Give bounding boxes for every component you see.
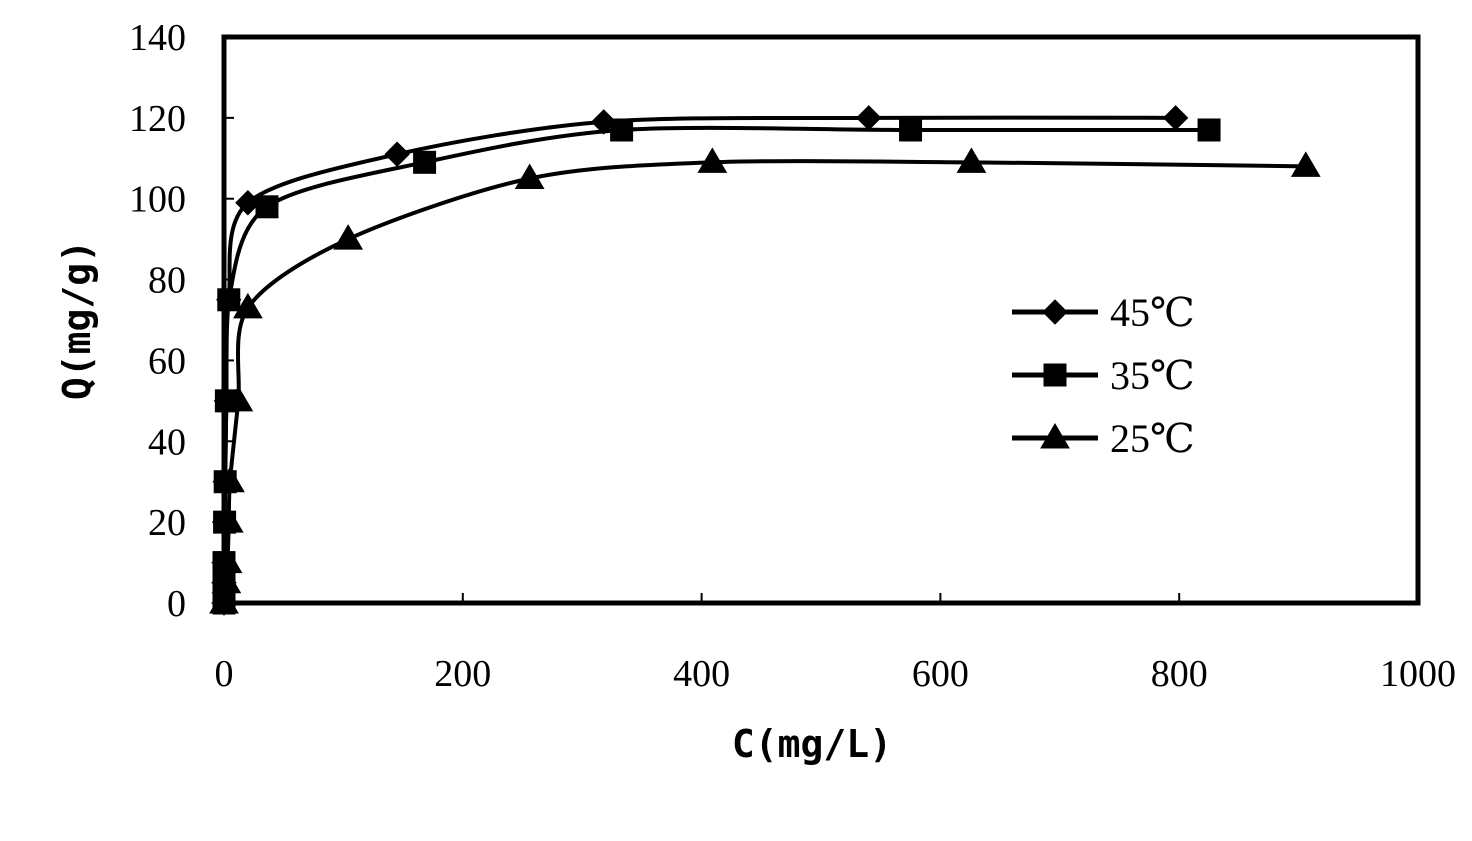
legend-marker <box>1040 423 1070 449</box>
legend-label: 25℃ <box>1110 416 1195 461</box>
plot-area-border <box>221 34 1421 606</box>
data-point <box>212 547 243 574</box>
legend-item: 45℃ <box>1012 290 1195 335</box>
data-point <box>384 141 410 167</box>
data-point <box>209 588 239 614</box>
legend-label: 35℃ <box>1110 353 1195 398</box>
legend-item: 35℃ <box>1012 353 1195 398</box>
series-line <box>222 159 1306 604</box>
data-point <box>215 466 245 493</box>
x-tick-label: 800 <box>1151 653 1208 695</box>
x-axis-title: C(mg/L) <box>732 722 892 766</box>
series-1 <box>211 105 1189 616</box>
legend: 45℃ 35℃ 25℃ <box>1012 290 1195 461</box>
legend-label: 45℃ <box>1110 290 1195 335</box>
data-point <box>255 195 279 219</box>
y-tick-label: 120 <box>129 98 186 140</box>
x-axis-ticks: 0 200 400 600 800 1000 <box>215 593 1456 695</box>
legend-item: 25℃ <box>1012 416 1195 461</box>
x-tick-label: 600 <box>912 653 969 695</box>
y-axis-title: Q(mg/g) <box>55 240 99 400</box>
data-point <box>211 567 242 594</box>
y-tick-label: 80 <box>148 260 186 302</box>
data-point <box>610 118 634 142</box>
data-point <box>223 385 254 412</box>
legend-marker <box>1043 363 1067 387</box>
series-line <box>221 115 1176 603</box>
y-tick-label: 40 <box>148 421 186 463</box>
y-axis-ticks: 0 20 40 60 80 100 120 140 <box>129 17 234 625</box>
data-series <box>209 105 1321 616</box>
x-tick-label: 1000 <box>1380 653 1456 695</box>
data-point <box>514 163 545 189</box>
y-tick-label: 20 <box>148 502 186 544</box>
data-point <box>217 288 241 312</box>
x-tick-label: 400 <box>673 653 730 695</box>
data-point <box>590 109 617 135</box>
data-point <box>233 292 263 319</box>
data-point <box>213 507 244 533</box>
series-3 <box>209 147 1321 614</box>
data-point <box>413 150 437 174</box>
data-point <box>1197 118 1221 142</box>
data-point <box>1290 151 1321 177</box>
x-tick-label: 0 <box>215 653 234 695</box>
y-tick-label: 140 <box>129 17 186 59</box>
data-point <box>899 118 923 142</box>
data-point <box>1162 105 1189 131</box>
legend-marker <box>1042 299 1068 325</box>
data-point <box>956 147 987 173</box>
y-tick-label: 0 <box>167 583 186 625</box>
data-point <box>856 105 882 131</box>
data-point <box>697 147 728 173</box>
data-point <box>333 224 364 250</box>
y-tick-label: 100 <box>129 179 186 221</box>
y-tick-label: 60 <box>148 340 186 382</box>
series-2 <box>212 118 1221 615</box>
x-tick-label: 200 <box>434 653 491 695</box>
